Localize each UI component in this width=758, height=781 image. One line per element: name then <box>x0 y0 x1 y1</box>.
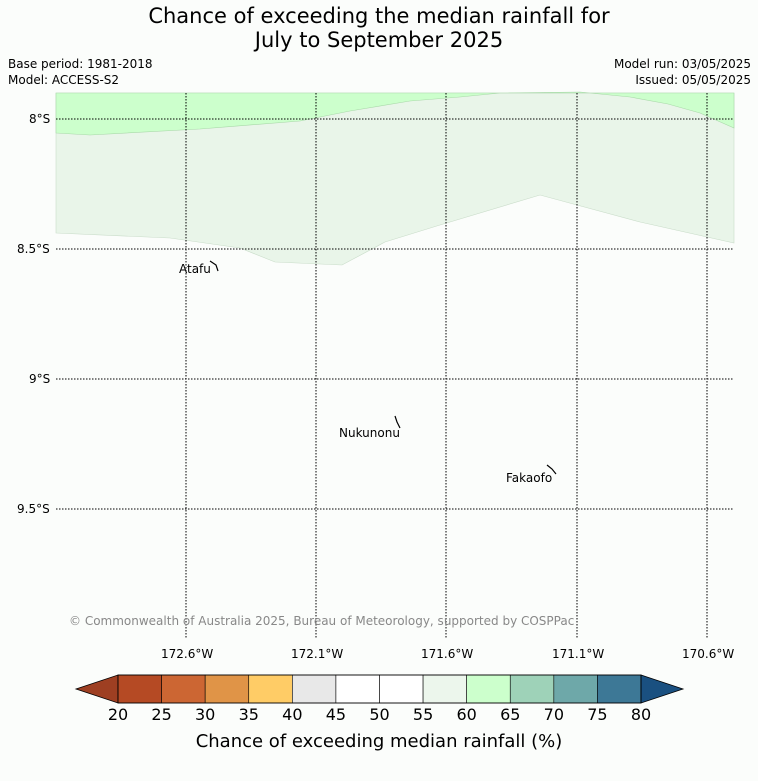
copyright-notice: © Commonwealth of Australia 2025, Bureau… <box>69 614 575 628</box>
nukunonu-coastline <box>394 415 401 429</box>
colorbar-low-extension <box>74 674 119 704</box>
colorbar-tick-label: 60 <box>456 705 477 724</box>
title-line-2: July to September 2025 <box>254 28 504 52</box>
lat-label-9-5: 9.5°S <box>17 502 50 516</box>
colorbar-tick-label: 35 <box>238 705 259 724</box>
colorbar <box>74 674 685 704</box>
lon-label-1: 172.6°W <box>161 647 214 661</box>
colorbar-tick-label: 25 <box>151 705 172 724</box>
lon-label-4: 171.1°W <box>552 647 605 661</box>
colorbar-tick-label: 45 <box>325 705 347 724</box>
lat-label-8: 8°S <box>29 112 51 126</box>
colorbar-cell <box>379 674 424 704</box>
colorbar-cell <box>553 674 598 704</box>
colorbar-tick-label: 20 <box>107 705 129 724</box>
colorbar-cell <box>248 674 293 704</box>
colorbar-cell <box>422 674 467 704</box>
issued-date: Issued: 05/05/2025 <box>635 73 751 87</box>
fakaofo-coastline <box>546 464 557 475</box>
colorbar-cell <box>292 674 337 704</box>
lon-label-2: 172.1°W <box>291 647 344 661</box>
region-60-65 <box>55 91 735 136</box>
place-label-nukunonu: Nukunonu <box>339 426 400 440</box>
title-line-1: Chance of exceeding the median rainfall … <box>148 4 610 28</box>
chart-title: Chance of exceeding the median rainfall … <box>0 4 758 52</box>
colorbar-tick-label: 30 <box>194 705 216 724</box>
lat-label-8-5: 8.5°S <box>17 242 50 256</box>
lon-label-3: 171.6°W <box>421 647 474 661</box>
atafu-coastline <box>209 260 219 272</box>
region-55-60 <box>55 92 735 266</box>
meta-right: Model run: 03/05/2025 Issued: 05/05/2025 <box>614 56 751 88</box>
colorbar-tick-label: 50 <box>369 705 390 724</box>
model-name: Model: ACCESS-S2 <box>8 73 120 87</box>
colorbar-high-extension <box>640 674 685 704</box>
colorbar-tick-label: 70 <box>543 705 565 724</box>
colorbar-cell <box>117 674 162 704</box>
colorbar-cell <box>466 674 511 704</box>
colorbar-title: Chance of exceeding median rainfall (%) <box>195 731 563 752</box>
lat-label-9: 9°S <box>29 372 51 386</box>
colorbar-tick-label: 55 <box>412 705 434 724</box>
colorbar-cell <box>204 674 250 704</box>
colorbar-cell <box>597 674 642 704</box>
colorbar-cell <box>335 674 380 704</box>
colorbar-frame <box>117 674 642 704</box>
base-period: Base period: 1981-2018 <box>8 57 153 71</box>
colorbar-tick-label: 40 <box>282 705 303 724</box>
place-label-fakaofo: Fakaofo <box>506 471 553 485</box>
colorbar-tick-label: 80 <box>630 705 652 724</box>
lon-label-5: 170.6°W <box>682 647 735 661</box>
colorbar-tick-label: 65 <box>500 705 521 724</box>
place-label-atafu: Atafu <box>179 262 211 276</box>
model-run: Model run: 03/05/2025 <box>613 57 751 71</box>
meta-left: Base period: 1981-2018 Model: ACCESS-S2 <box>8 56 153 88</box>
graticule <box>56 93 734 639</box>
colorbar-tick-label: 75 <box>587 705 608 724</box>
colorbar-cell <box>161 674 206 704</box>
colorbar-cell <box>509 674 555 704</box>
